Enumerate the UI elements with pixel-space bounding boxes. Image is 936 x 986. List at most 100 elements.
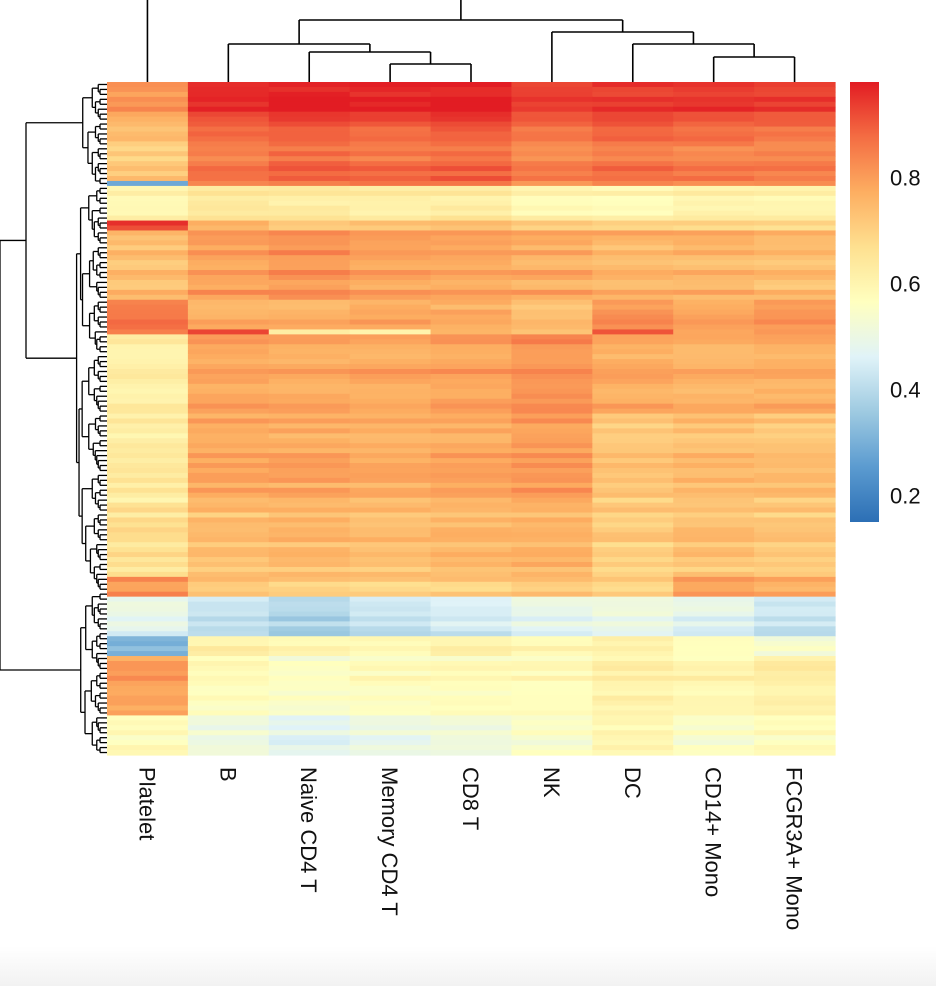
heatmap-cell [754,304,836,311]
heatmap-cell [592,349,674,355]
heatmap-cell [592,646,674,652]
heatmap-cell [673,562,755,568]
heatmap-cell [107,492,189,499]
heatmap-cell [107,403,189,410]
heatmap-cell [349,166,432,172]
heatmap-cell [673,670,755,677]
heatmap-cell [754,566,836,573]
heatmap-cell [673,354,755,360]
heatmap-cell [187,156,270,162]
heatmap-cell [754,131,836,138]
heatmap-cell [754,675,836,682]
heatmap-cell [430,284,513,291]
heatmap-cell [754,82,836,88]
heatmap-cell [430,670,513,677]
heatmap-cell [754,710,836,717]
heatmap-cell [511,339,593,345]
heatmap-cell [511,195,593,202]
heatmap-cell [107,136,189,142]
heatmap-cell [430,354,513,360]
heatmap-cell [673,91,755,98]
heatmap-cell [430,487,513,494]
heatmap-cell [511,314,593,321]
heatmap-cell [107,116,189,123]
heatmap-cell [511,215,593,222]
heatmap-cell [592,745,674,751]
heatmap-cell [592,601,674,608]
heatmap-cell [268,101,351,108]
heatmap-cell [107,210,189,217]
heatmap-cell [673,497,755,504]
heatmap-cell [107,166,189,172]
heatmap-cell [430,438,513,444]
heatmap-cell [592,477,674,484]
heatmap-cell [754,695,836,702]
heatmap-cell [268,304,351,311]
heatmap-cell [430,458,513,464]
heatmap-cell [754,294,836,301]
heatmap-cell [349,482,432,489]
heatmap-cell [349,245,432,251]
heatmap-cell [268,745,351,751]
heatmap-cell [349,537,432,543]
heatmap-cell [592,606,674,613]
heatmap-cell [107,388,189,395]
heatmap-cell [430,433,513,439]
heatmap-cell [511,576,593,583]
heatmap-cell [187,601,270,608]
heatmap-cell [430,497,513,504]
heatmap-cell [107,665,189,672]
heatmap-cell [187,364,270,370]
heatmap-cell [592,284,674,291]
heatmap-cell [511,641,593,647]
heatmap-cell [592,423,674,429]
heatmap-cell [754,616,836,622]
heatmap-cell [754,477,836,484]
heatmap-cell [187,403,270,410]
heatmap-cell [107,91,189,98]
heatmap-cell [673,131,755,138]
heatmap-cell [187,552,270,558]
heatmap-cell [754,180,836,187]
heatmap-cell [673,611,755,618]
heatmap-cell [187,289,270,296]
heatmap-cell [511,537,593,543]
heatmap-cell [754,195,836,202]
heatmap-cell [107,626,189,632]
heatmap-cell [349,636,432,642]
heatmap-cell [349,423,432,429]
heatmap-cell [673,324,755,331]
heatmap-cell [430,176,513,182]
heatmap-cell [754,136,836,142]
heatmap-cell [268,740,351,746]
heatmap-cell [187,428,270,434]
heatmap-cell [592,255,674,261]
heatmap-cell [511,705,593,712]
heatmap-cell [268,111,351,118]
heatmap-cell [349,131,432,138]
heatmap-cell [187,393,270,400]
heatmap-cell [349,715,432,721]
heatmap-cell [107,245,189,251]
heatmap-cell [187,730,270,736]
heatmap-cell [592,378,674,385]
heatmap-cell [592,502,674,509]
heatmap-cell [511,492,593,499]
heatmap-cell [592,146,674,152]
heatmap-cell [268,116,351,123]
heatmap-cell [592,304,674,311]
heatmap-cell [187,250,270,256]
heatmap-cell [187,195,270,202]
heatmap-cell [268,463,351,469]
heatmap-cell [349,467,432,474]
heatmap-cell [511,146,593,152]
heatmap-cell [187,472,270,479]
heatmap-cell [349,670,432,677]
heatmap-cell [592,388,674,395]
heatmap-cell [511,656,593,662]
heatmap-cell [754,715,836,721]
heatmap-cell [511,383,593,390]
heatmap-cell [754,141,836,147]
heatmap-cell [107,467,189,474]
heatmap-cell [592,334,674,340]
